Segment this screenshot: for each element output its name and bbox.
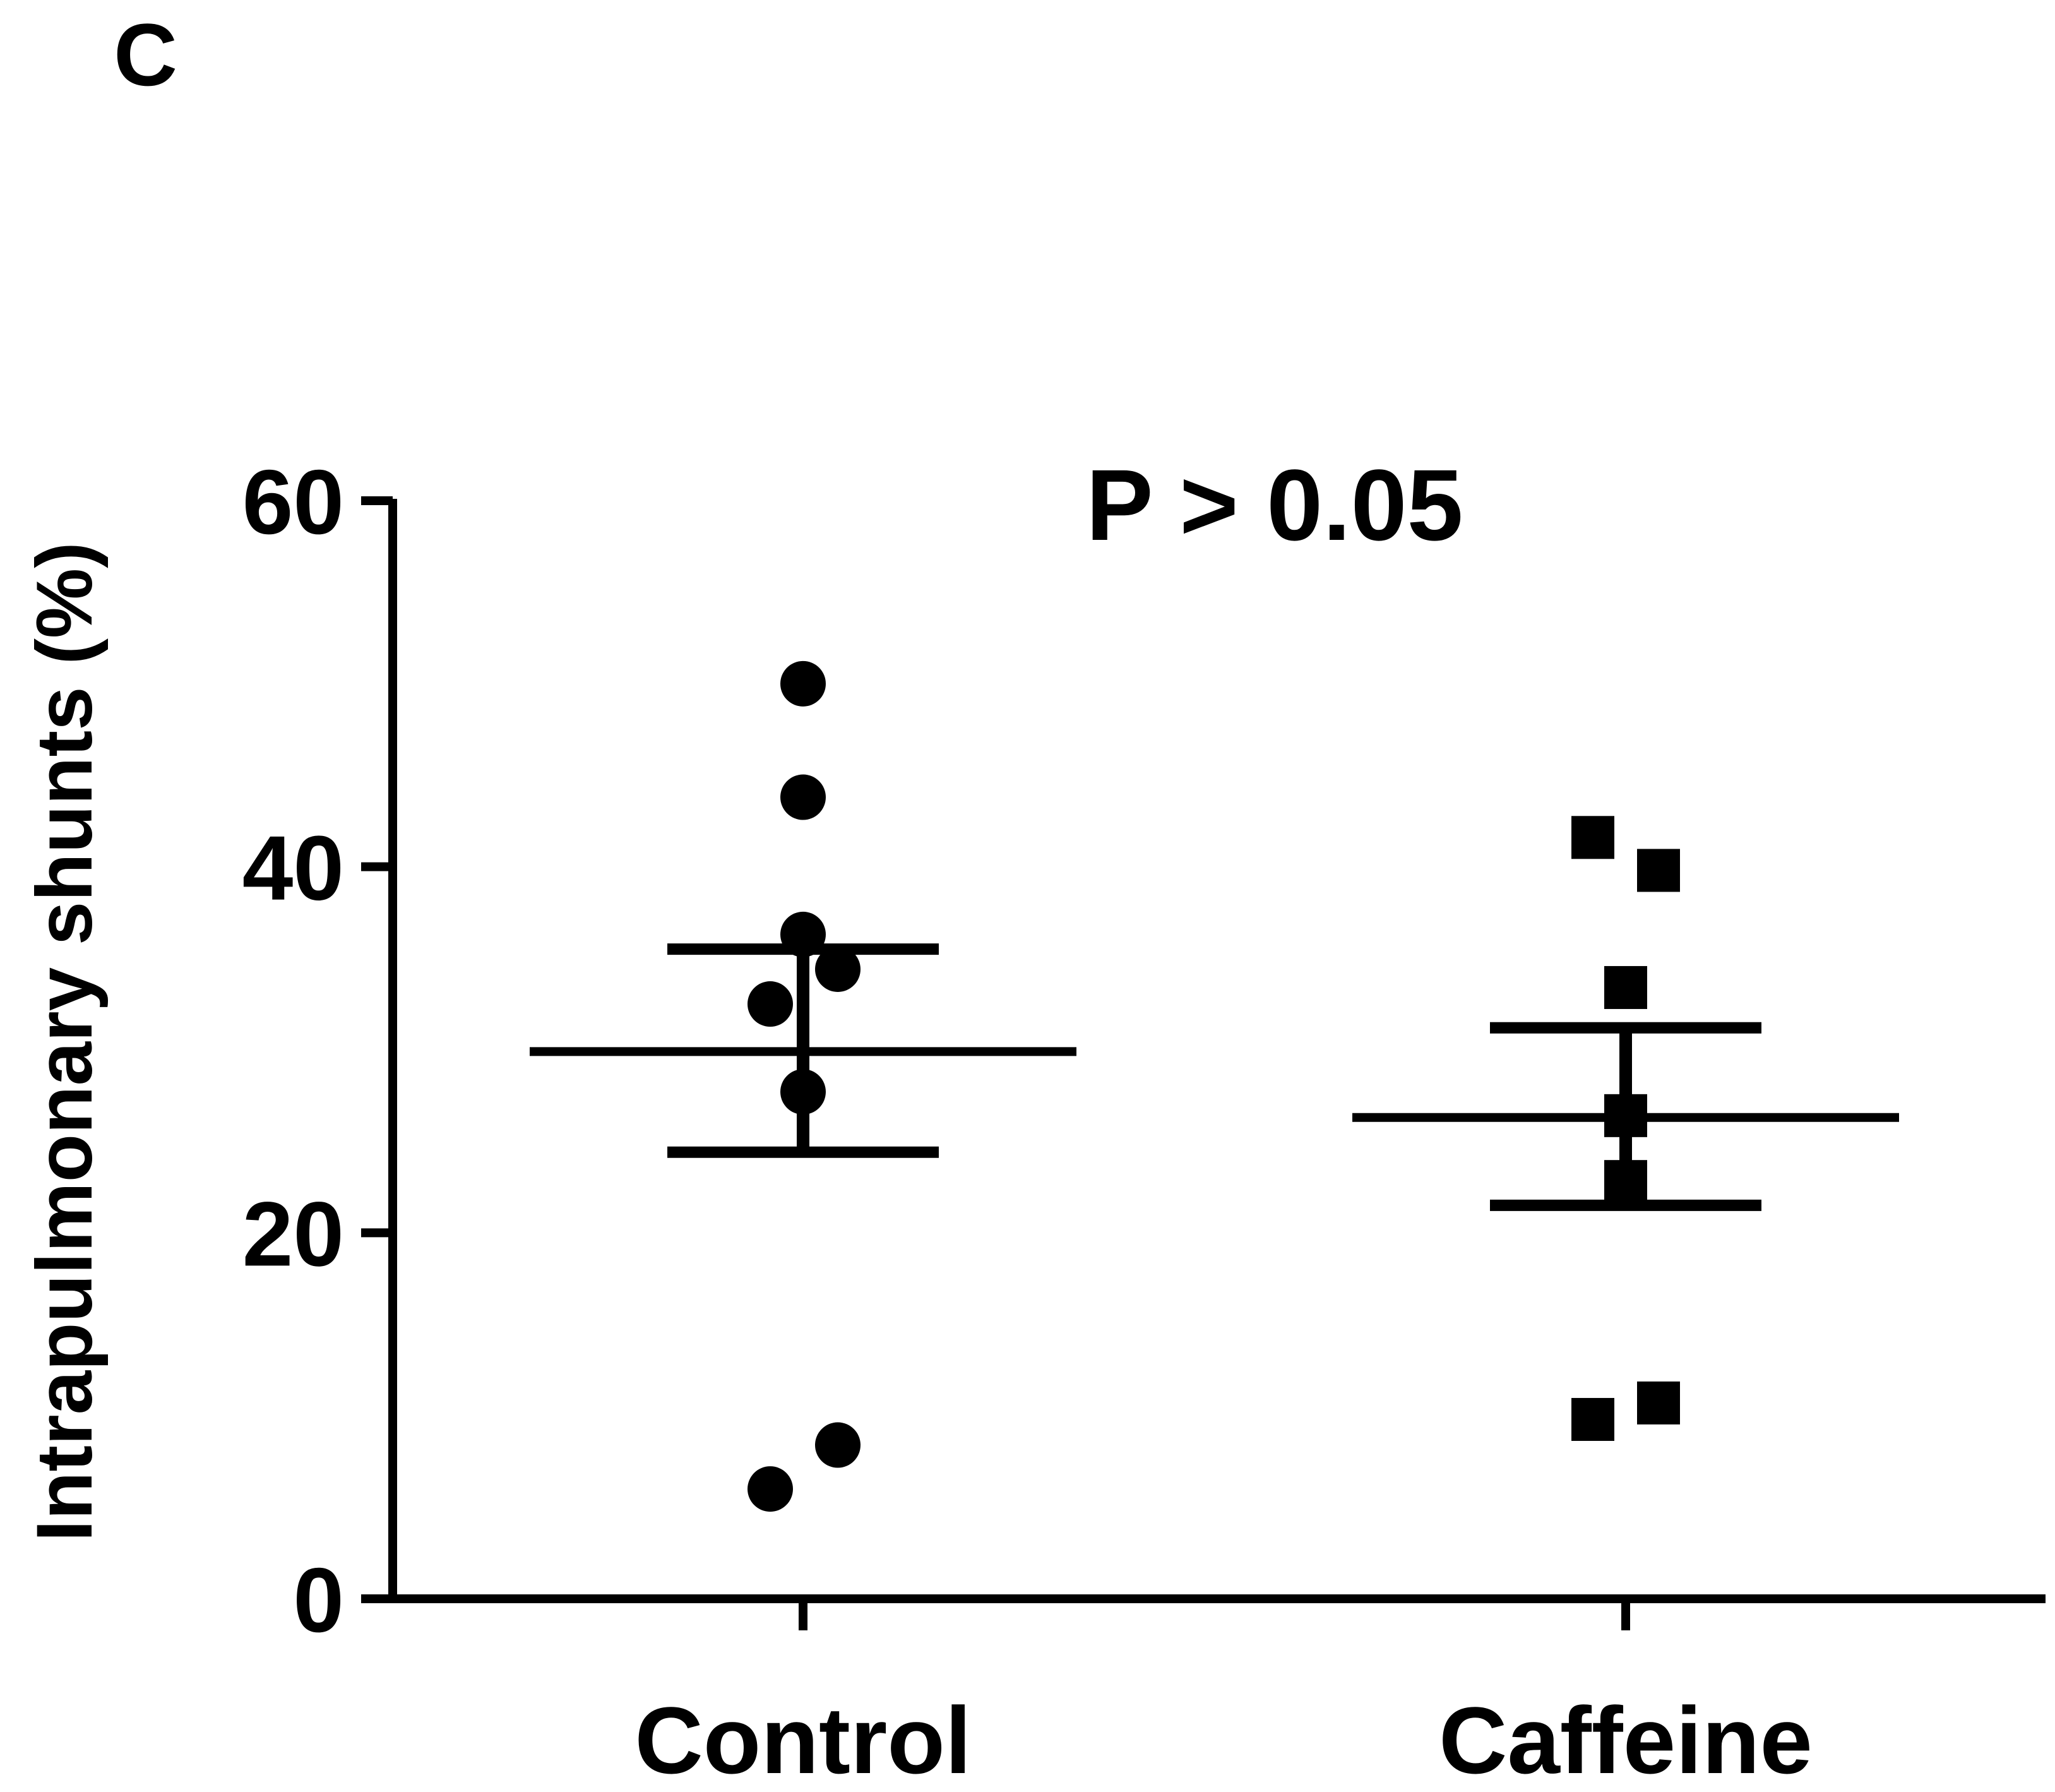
caffeine-point — [1571, 1397, 1614, 1441]
x-tick-label: Caffeine — [1439, 1687, 1813, 1792]
x-tick-label: Control — [634, 1687, 971, 1792]
control-point — [815, 946, 861, 992]
y-tick-label: 0 — [293, 1549, 344, 1651]
y-tick-label: 40 — [242, 817, 344, 919]
y-ticks: 0 20 40 60 — [242, 451, 393, 1651]
control-point — [815, 1422, 861, 1468]
caffeine-point — [1571, 816, 1614, 859]
y-tick-label: 60 — [242, 451, 344, 553]
caffeine-point — [1637, 849, 1680, 892]
data-points — [748, 660, 1680, 1512]
caffeine-point — [1637, 1381, 1680, 1425]
panel-label: C — [114, 5, 177, 104]
x-ticks: Control Caffeine — [634, 1599, 1813, 1792]
caffeine-point — [1604, 965, 1647, 1009]
y-tick-label: 20 — [242, 1183, 344, 1285]
p-value-annotation: P > 0.05 — [1086, 448, 1463, 561]
y-axis-label: Intrapulmonary shunts (%) — [21, 542, 109, 1541]
control-point — [748, 981, 793, 1027]
control-point — [748, 1466, 793, 1512]
error-bars — [530, 943, 1899, 1211]
control-point — [780, 774, 826, 820]
control-point — [780, 660, 826, 707]
